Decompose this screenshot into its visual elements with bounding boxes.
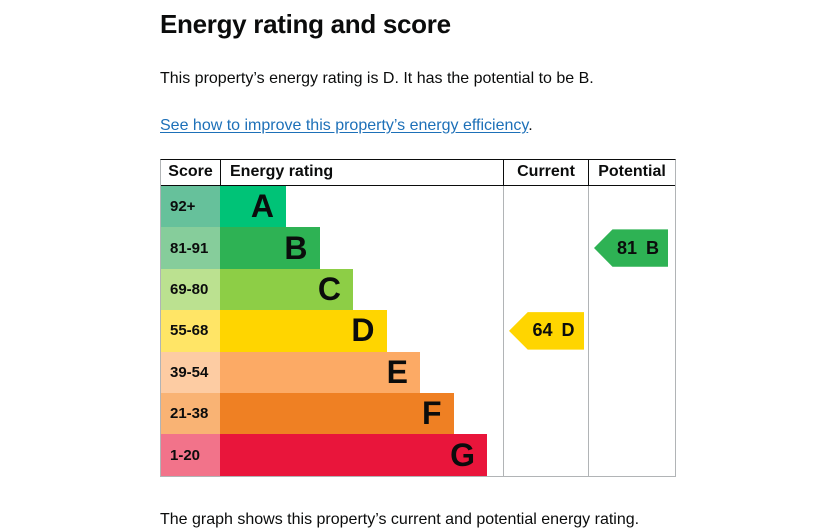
intro-text: This property’s energy rating is D. It h… [160,69,594,87]
chart-header-row: Score Energy rating Current Potential [161,159,675,186]
current-band-letter: D [561,320,575,341]
potential-cell [588,185,675,228]
band-row-e: 39-54 E [161,351,675,393]
current-cell [503,393,588,435]
band-bar-b: B [220,227,320,269]
improve-efficiency-link[interactable]: See how to improve this property’s energ… [160,116,529,134]
potential-cell [588,227,675,269]
chart-body: 92+ A 81-91 B 69-80 C 55-68 D [161,185,675,476]
band-bar-a: A [220,185,286,228]
score-range-label: 55-68 [161,310,220,352]
score-range-label: 69-80 [161,268,220,311]
band-row-g: 1-20 G [161,434,675,476]
link-period: . [528,116,533,134]
improve-link-line: See how to improve this property’s energ… [160,117,676,135]
potential-band-letter: B [646,237,660,258]
column-header-potential: Potential [588,159,675,185]
potential-cell [588,434,675,476]
potential-cell [588,351,675,393]
score-range-label: 1-20 [161,434,220,476]
band-row-b: 81-91 B [161,227,675,269]
chart-caption: The graph shows this property’s current … [160,510,640,528]
column-header-current: Current [503,159,588,185]
band-bar-f: F [220,393,454,435]
score-range-label: 81-91 [161,227,220,269]
main-content: Energy rating and score This property’s … [160,0,676,530]
score-range-label: 39-54 [161,351,220,393]
band-row-f: 21-38 F [161,393,675,435]
current-score: 64 [532,320,553,341]
potential-cell [588,268,675,311]
potential-score: 81 [616,237,638,258]
score-range-label: 21-38 [161,393,220,435]
energy-rating-chart: Score Energy rating Current Potential 92… [160,158,676,477]
band-bar-d: D [220,310,387,352]
band-row-a: 92+ A [161,185,675,228]
band-bar-g: G [220,434,487,476]
band-row-c: 69-80 C [161,268,675,311]
band-bar-c: C [220,268,353,311]
band-row-d: 55-68 D [161,310,675,352]
score-range-label: 92+ [161,185,220,228]
current-cell [503,185,588,228]
current-cell [503,351,588,393]
current-cell [503,227,588,269]
band-bar-e: E [220,351,420,393]
potential-cell [588,310,675,352]
page-title: Energy rating and score [160,9,451,39]
current-cell [503,310,588,352]
column-header-score: Score [168,163,213,181]
current-cell [503,434,588,476]
current-cell [503,268,588,311]
column-header-rating: Energy rating [220,159,503,185]
potential-cell [588,393,675,435]
